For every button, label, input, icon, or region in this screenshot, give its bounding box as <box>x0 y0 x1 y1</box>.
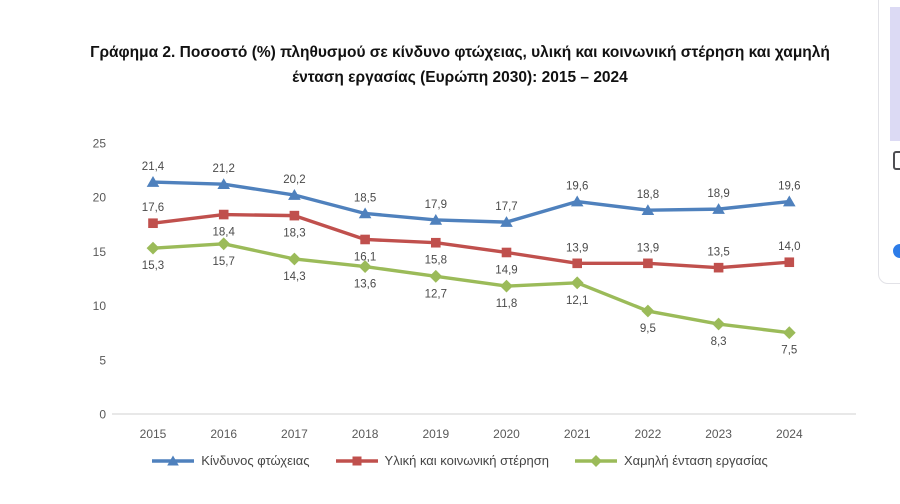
data-label: 18,8 <box>637 189 659 201</box>
data-label: 15,7 <box>213 256 235 268</box>
legend-label: Κίνδυνος φτώχειας <box>201 453 310 468</box>
data-label: 14,0 <box>778 241 800 253</box>
x-tick-label: 2018 <box>352 427 379 441</box>
x-tick-label: 2023 <box>705 427 732 441</box>
data-label: 14,3 <box>283 271 305 283</box>
legend-marker-icon <box>335 456 378 465</box>
data-label: 21,4 <box>142 161 165 173</box>
data-label: 16,1 <box>354 251 376 263</box>
series-marker-triangle <box>429 213 443 225</box>
series-marker-diamond <box>288 252 301 266</box>
data-label: 17,7 <box>495 201 517 213</box>
data-label: 21,2 <box>213 163 235 175</box>
series-marker-diamond <box>641 304 655 318</box>
data-label: 9,5 <box>640 323 656 335</box>
side-panel <box>878 0 900 284</box>
data-label: 12,1 <box>566 295 588 307</box>
series-marker-triangle <box>570 195 584 207</box>
series-marker-diamond <box>782 326 796 340</box>
data-label: 17,6 <box>142 202 164 214</box>
series-marker-square <box>572 258 582 269</box>
legend-item: Υλική και κοινωνική στέρηση <box>335 453 549 468</box>
x-tick-label: 2016 <box>210 427 237 441</box>
data-label: 11,8 <box>496 298 518 310</box>
y-tick-label: 10 <box>93 299 107 313</box>
series-marker-square <box>431 237 441 248</box>
series-marker-square <box>360 234 370 245</box>
y-tick-label: 5 <box>99 353 106 367</box>
data-label: 13,9 <box>566 242 588 254</box>
data-label: 14,9 <box>495 264 517 276</box>
series-marker-diamond <box>570 276 584 290</box>
series-marker-square <box>713 262 724 273</box>
series-marker-diamond <box>217 237 231 251</box>
side-panel-accent-bar <box>890 7 900 141</box>
data-label: 20,2 <box>283 174 305 186</box>
data-label: 13,9 <box>637 242 659 254</box>
x-tick-label: 2019 <box>422 427 449 441</box>
x-tick-label: 2024 <box>776 427 803 441</box>
series-line <box>151 212 791 270</box>
series-marker-triangle <box>641 204 655 216</box>
data-label: 8,3 <box>711 336 727 348</box>
series-marker-diamond <box>429 269 443 283</box>
data-label: 12,7 <box>425 288 447 300</box>
series-marker-triangle <box>783 195 796 207</box>
legend-item: Κίνδυνος φτώχειας <box>152 453 310 468</box>
series-marker-square <box>643 258 653 269</box>
series-marker-diamond <box>500 279 513 293</box>
data-label: 18,4 <box>213 227 236 239</box>
y-tick-label: 20 <box>93 191 107 205</box>
data-label: 19,6 <box>566 181 588 193</box>
series-marker-triangle <box>146 176 160 187</box>
data-label: 15,3 <box>142 260 164 272</box>
chart-title: Γράφημα 2. Ποσοστό (%) πληθυσμού σε κίνδ… <box>80 40 840 90</box>
y-tick-label: 25 <box>93 137 107 151</box>
series-marker-square <box>501 247 512 258</box>
chart-title-line1: Γράφημα 2. Ποσοστό (%) πληθυσμού σε κίνδ… <box>90 44 830 61</box>
legend-marker-icon <box>574 454 617 467</box>
series-marker-diamond <box>358 260 372 273</box>
x-tick-label: 2021 <box>564 427 591 441</box>
x-tick-label: 2017 <box>281 427 308 441</box>
data-label: 19,6 <box>778 181 800 193</box>
series-marker-square <box>784 257 795 268</box>
x-tick-label: 2020 <box>493 427 520 441</box>
series-marker-triangle <box>358 207 372 219</box>
x-tick-label: 2015 <box>140 427 167 441</box>
series-marker-square <box>289 210 300 221</box>
series-marker-square <box>218 209 229 220</box>
series-line <box>151 242 791 335</box>
y-tick-label: 15 <box>93 245 107 259</box>
clipboard-icon[interactable] <box>893 151 900 170</box>
legend-label: Υλική και κοινωνική στέρηση <box>384 453 549 468</box>
series-line <box>151 180 791 224</box>
data-label: 13,6 <box>354 279 376 291</box>
legend-label: Χαμηλή ένταση εργασίας <box>623 453 768 468</box>
series-marker-triangle <box>500 216 513 227</box>
series-marker-diamond <box>712 317 725 331</box>
data-label: 13,5 <box>707 247 729 259</box>
data-label: 17,9 <box>425 199 447 211</box>
series-marker-square <box>148 218 158 229</box>
legend-item: Χαμηλή ένταση εργασίας <box>574 453 768 468</box>
chart-legend: Κίνδυνος φτώχειας Υλική και κοινωνική στέ… <box>90 453 830 468</box>
chart-title-line2: ένταση εργασίας (Ευρώπη 2030): 2015 – 20… <box>292 69 628 86</box>
series-marker-triangle <box>712 203 725 214</box>
data-label: 15,8 <box>425 255 447 267</box>
data-label: 18,3 <box>283 228 305 240</box>
series-marker-triangle <box>217 178 230 189</box>
series-marker-triangle <box>288 189 301 200</box>
data-label: 18,9 <box>707 188 729 200</box>
data-label: 18,5 <box>354 192 376 204</box>
legend-marker-icon <box>152 455 195 465</box>
y-tick-label: 0 <box>99 408 106 422</box>
data-label: 7,5 <box>781 345 797 357</box>
x-tick-label: 2022 <box>635 427 662 441</box>
info-dot-icon[interactable] <box>893 244 900 258</box>
series-marker-diamond <box>146 241 160 255</box>
